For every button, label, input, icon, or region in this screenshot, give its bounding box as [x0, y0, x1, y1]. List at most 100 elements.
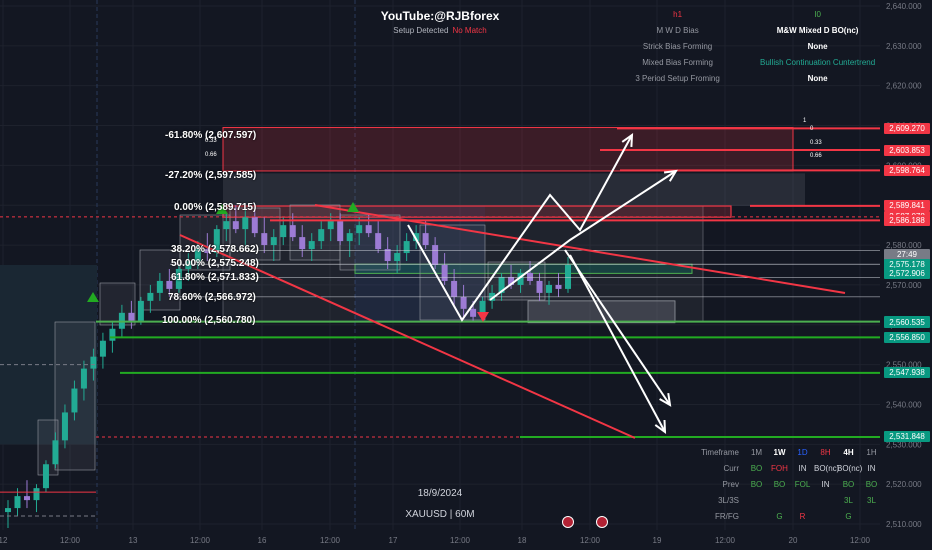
candle-body: [385, 249, 391, 261]
candle-body: [24, 496, 30, 500]
bias-row-3period: 3 Period Setup Froming None: [610, 70, 890, 86]
price-tag: 2,603.853: [884, 145, 930, 156]
tf-cell: IN: [814, 480, 837, 489]
tf-cell: BO: [768, 480, 791, 489]
candle-body: [157, 281, 163, 293]
tf-header: Timeframe: [685, 448, 745, 457]
price-tag: 2,547.938: [884, 367, 930, 378]
bias-table: h1 I0 M W D Bias M&W Mixed D BO(nc) Strick…: [610, 6, 890, 86]
candle-range-box: [420, 225, 485, 320]
candle-body: [318, 229, 324, 241]
candle-body: [404, 241, 410, 253]
tf-cell: G: [768, 512, 791, 521]
candle-body: [138, 301, 144, 321]
candle-body: [451, 281, 457, 297]
time-tick-label: 12:00: [850, 536, 871, 545]
candle-body: [290, 225, 296, 237]
candle-body: [299, 237, 305, 249]
tf-cell: 3L: [860, 496, 883, 505]
candle-body: [52, 440, 58, 464]
candle-body: [90, 357, 96, 369]
zone-label: 0.66: [810, 153, 822, 159]
bias-row-mixed: Mixed Bias Forming Bullish Continuation C…: [610, 54, 890, 70]
price-tag: 2,531.848: [884, 431, 930, 442]
bias-row-h1: h1 I0: [610, 6, 890, 22]
tf-label: FR/FG: [685, 512, 745, 521]
bias-value: None: [745, 42, 890, 51]
candle-body: [470, 309, 476, 317]
candle-body: [527, 273, 533, 281]
tf-cell: G: [837, 512, 860, 521]
candle-body: [5, 508, 11, 512]
tf-cell: 3L: [837, 496, 860, 505]
tf-header-row: Timeframe 1M 1W 1D 8H 4H 1H: [685, 444, 885, 460]
price-tag: 2,609.270: [884, 123, 930, 134]
candle-body: [394, 253, 400, 261]
candle-body: [223, 221, 229, 229]
tf-cell: R: [791, 512, 814, 521]
candle-body: [109, 329, 115, 341]
candle-range-box: [290, 205, 340, 260]
time-tick-label: 13: [129, 536, 138, 545]
tf-row-frfg: FR/FG G R G: [685, 508, 885, 524]
time-tick-label: 12:00: [320, 536, 341, 545]
tf-cell: BO: [745, 464, 768, 473]
time-tick-label: 12:00: [190, 536, 211, 545]
candle-body: [252, 217, 258, 233]
bias-key: h1: [610, 10, 745, 19]
price-tag: 2,556.850: [884, 332, 930, 343]
candle-body: [337, 221, 343, 241]
tf-header: 1M: [745, 448, 768, 457]
candle-body: [347, 233, 353, 241]
us-flag-event-icon[interactable]: [562, 516, 574, 528]
setup-value: No Match: [452, 26, 486, 35]
price-tick-label: 2,520.000: [886, 480, 922, 489]
price-tag: 2,589.841: [884, 200, 930, 211]
timeframe-table: Timeframe 1M 1W 1D 8H 4H 1H Curr BO FOH …: [685, 444, 885, 524]
candle-body: [366, 225, 372, 233]
time-tick-label: 12:00: [60, 536, 81, 545]
tf-cell: BO(nc): [837, 464, 860, 473]
tf-cell: FOL: [791, 480, 814, 489]
bias-value: Bullish Continuation Cuntertrend: [745, 58, 890, 67]
candle-body: [423, 233, 429, 245]
tf-label: Prev: [685, 480, 745, 489]
tf-cell: IN: [860, 464, 883, 473]
tf-header: 8H: [814, 448, 837, 457]
candle-body: [546, 285, 552, 293]
price-tag: 2,560.535: [884, 317, 930, 328]
price-tick-label: 2,510.000: [886, 520, 922, 529]
candle-body: [81, 369, 87, 389]
time-tick-label: 16: [258, 536, 267, 545]
zone-label: 0.66: [205, 152, 217, 158]
tf-cell: BO(nc): [814, 464, 837, 473]
bias-key: Strick Bias Forming: [610, 42, 745, 51]
candle-body: [461, 297, 467, 309]
us-flag-event-icon[interactable]: [596, 516, 608, 528]
candle-body: [147, 293, 153, 301]
candle-body: [556, 285, 562, 289]
candle-body: [432, 245, 438, 265]
candle-body: [537, 281, 543, 293]
candle-body: [128, 313, 134, 321]
fib-label: 78.60% (2,566.972): [168, 292, 256, 303]
tf-header: 4H: [837, 448, 860, 457]
candle-body: [43, 464, 49, 488]
candle-body: [442, 265, 448, 281]
zone-label: 0.33: [810, 140, 822, 146]
candle-body: [71, 389, 77, 413]
candle-body: [375, 233, 381, 249]
tf-cell: BO: [745, 480, 768, 489]
tf-row-3l3s: 3L/3S 3L 3L: [685, 492, 885, 508]
time-tick-label: 17: [389, 536, 398, 545]
fib-label: 38.20% (2,578.662): [171, 244, 259, 255]
time-tick-label: 12:00: [580, 536, 601, 545]
time-tick-label: 20: [789, 536, 798, 545]
bias-key: 3 Period Setup Froming: [610, 74, 745, 83]
candle-body: [271, 237, 277, 245]
tf-header: 1H: [860, 448, 883, 457]
time-tick-label: 12: [0, 536, 8, 545]
tf-label: 3L/3S: [685, 496, 745, 505]
candle-body: [233, 221, 239, 229]
candle-body: [33, 488, 39, 500]
